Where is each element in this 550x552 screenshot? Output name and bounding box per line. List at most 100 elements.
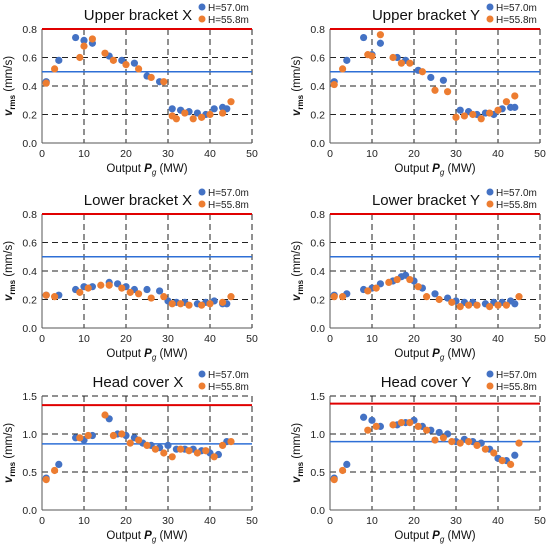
data-point-h558 [135, 290, 143, 298]
legend-label: H=57.0m [496, 188, 537, 199]
data-point-h558 [490, 449, 498, 457]
x-tick-label: 0 [327, 515, 333, 527]
legend-marker [198, 3, 206, 11]
legend-label: H=55.8m [208, 382, 249, 393]
y-tick-label: 0.0 [310, 323, 325, 335]
data-point-h558 [515, 293, 523, 301]
data-point-h558 [109, 56, 117, 64]
data-point-h558 [330, 80, 338, 89]
legend-label: H=57.0m [208, 3, 249, 14]
data-point-h558 [42, 79, 50, 87]
y-tick-label: 0.4 [310, 81, 325, 93]
data-point-h57 [343, 460, 351, 468]
legend-marker [198, 15, 206, 23]
legend-marker [486, 370, 494, 378]
data-point-h558 [227, 98, 235, 106]
x-tick-label: 20 [120, 333, 132, 345]
y-tick-label: 1.0 [22, 429, 37, 441]
data-point-h558 [143, 441, 151, 449]
data-point-h558 [477, 115, 485, 123]
data-point-h558 [448, 298, 456, 306]
data-point-h558 [431, 86, 439, 94]
panel-title: Lower bracket X [84, 192, 192, 209]
data-point-h558 [364, 287, 372, 295]
data-point-h558 [465, 301, 473, 309]
data-point-h558 [481, 445, 489, 453]
data-point-h57 [511, 103, 519, 111]
data-point-h558 [84, 431, 92, 440]
legend-label: H=57.0m [496, 3, 537, 14]
data-point-h558 [486, 303, 494, 311]
data-point-h558 [147, 294, 155, 302]
data-point-h558 [181, 109, 189, 117]
data-point-h558 [101, 411, 109, 419]
data-point-h57 [360, 33, 368, 42]
data-point-h558 [51, 466, 59, 475]
y-tick-label: 0.0 [310, 505, 325, 517]
data-point-h558 [502, 301, 510, 309]
data-point-h558 [406, 275, 414, 284]
data-point-h558 [511, 92, 519, 100]
data-point-h558 [393, 275, 401, 284]
x-tick-label: 50 [534, 148, 546, 160]
data-point-h57 [156, 287, 164, 295]
y-tick-label: 0.4 [22, 81, 37, 93]
x-tick-label: 50 [246, 515, 258, 527]
x-tick-label: 20 [408, 148, 420, 160]
data-point-h57 [130, 59, 138, 67]
x-tick-label: 10 [78, 515, 90, 527]
data-point-h57 [376, 39, 384, 47]
x-tick-label: 40 [204, 148, 216, 160]
x-tick-label: 40 [492, 148, 504, 160]
x-tick-label: 50 [534, 333, 546, 345]
data-point-h558 [198, 301, 206, 309]
x-tick-label: 0 [327, 333, 333, 345]
y-tick-label: 0.0 [22, 138, 37, 150]
data-point-h558 [185, 447, 193, 455]
data-point-h558 [109, 431, 117, 440]
data-point-h558 [465, 438, 473, 446]
x-tick-label: 10 [78, 333, 90, 345]
panel-title: Head cover Y [381, 374, 472, 391]
legend-label: H=57.0m [208, 370, 249, 381]
data-point-h57 [511, 451, 519, 459]
y-tick-label: 0.6 [22, 238, 37, 250]
x-tick-label: 0 [39, 515, 45, 527]
x-tick-label: 30 [450, 515, 462, 527]
data-point-h558 [339, 293, 347, 301]
data-point-h558 [414, 422, 422, 430]
x-tick-label: 40 [492, 333, 504, 345]
chart-panel-head-y: 0.0 0.5 1.0 1.5 0 10 20 30 40 50 Head cover Y Outpu… [291, 370, 546, 544]
data-point-h558 [502, 98, 510, 106]
y-axis-label: vrms (mm/s) [3, 241, 17, 301]
chart-panel-lower-x: 0.0 0.2 0.4 0.6 0.8 0 10 20 30 40 50 Lower bracket … [3, 188, 258, 362]
y-tick-label: 0.6 [310, 238, 325, 250]
x-tick-label: 50 [246, 148, 258, 160]
data-point-h57 [435, 428, 443, 437]
y-tick-label: 0.0 [310, 138, 325, 150]
data-point-h558 [507, 460, 515, 468]
data-point-h558 [210, 453, 218, 461]
data-point-h558 [414, 283, 422, 291]
data-point-h558 [219, 298, 227, 306]
data-point-h558 [389, 53, 397, 62]
y-tick-label: 0.6 [22, 53, 37, 65]
data-point-h57 [511, 300, 519, 308]
data-point-h558 [118, 430, 126, 438]
chart-panel-upper-x: 0.0 0.2 0.4 0.6 0.8 0 10 20 30 40 50 Upper bracket … [3, 3, 258, 177]
legend-label: H=55.8m [496, 382, 537, 393]
data-point-h57 [55, 56, 63, 64]
data-point-h558 [168, 453, 176, 461]
data-point-h558 [423, 293, 431, 301]
legend-marker [198, 382, 206, 390]
y-tick-label: 0.2 [310, 110, 325, 122]
y-tick-label: 1.0 [310, 429, 325, 441]
y-tick-label: 0.8 [22, 209, 37, 221]
chart-panel-upper-y: 0.0 0.2 0.4 0.6 0.8 0 10 20 30 40 50 Upper bracket … [291, 3, 546, 177]
data-point-h558 [219, 441, 227, 449]
data-point-h558 [177, 300, 185, 308]
data-point-h57 [168, 105, 176, 113]
y-tick-label: 0.2 [310, 295, 325, 307]
x-tick-label: 20 [408, 333, 420, 345]
data-point-h558 [189, 115, 197, 123]
